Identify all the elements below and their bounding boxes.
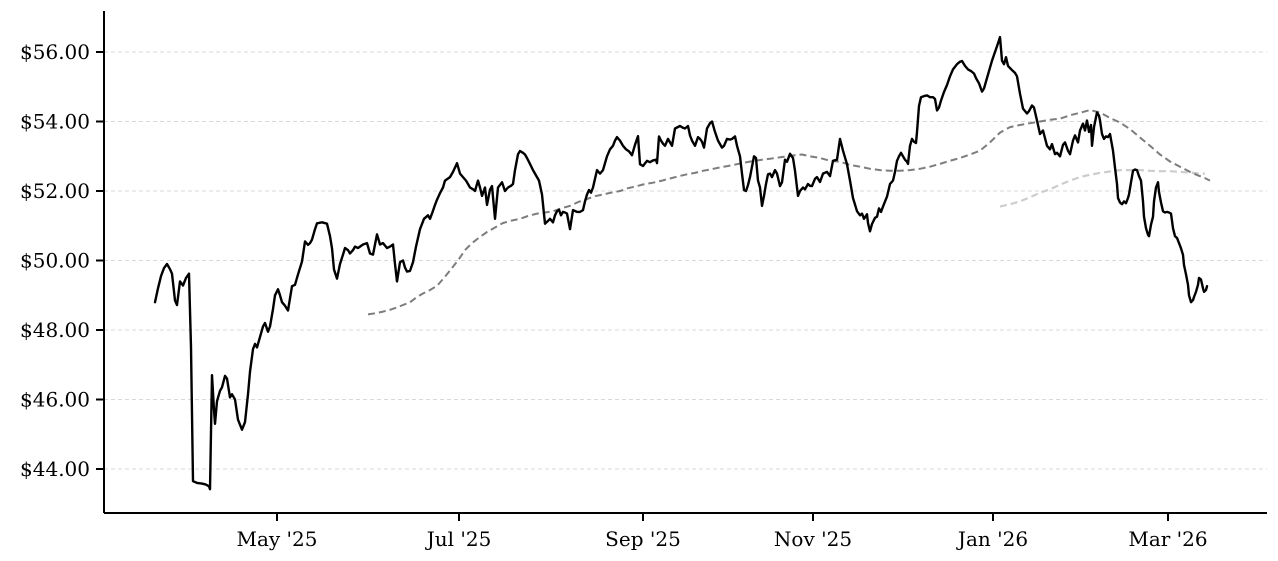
y-tick-label: $44.00 <box>20 457 90 481</box>
y-tick-label: $48.00 <box>20 318 90 342</box>
x-tick-label: Nov '25 <box>774 527 852 551</box>
moving-average-light-line <box>999 169 1205 208</box>
x-tick-label: Mar '26 <box>1128 527 1207 551</box>
y-tick-label: $52.00 <box>20 179 90 203</box>
x-tick-label: Jan '26 <box>956 527 1028 551</box>
y-tick-label: $56.00 <box>20 40 90 64</box>
y-tick-label: $50.00 <box>20 249 90 273</box>
y-tick-label: $46.00 <box>20 388 90 412</box>
moving-average-dark-line <box>367 109 1211 316</box>
price-line <box>153 35 1209 491</box>
x-tick-label: May '25 <box>236 527 317 551</box>
x-tick-label: Sep '25 <box>605 527 681 551</box>
x-tick-label: Jul '25 <box>425 527 492 551</box>
y-tick-label: $54.00 <box>20 110 90 134</box>
